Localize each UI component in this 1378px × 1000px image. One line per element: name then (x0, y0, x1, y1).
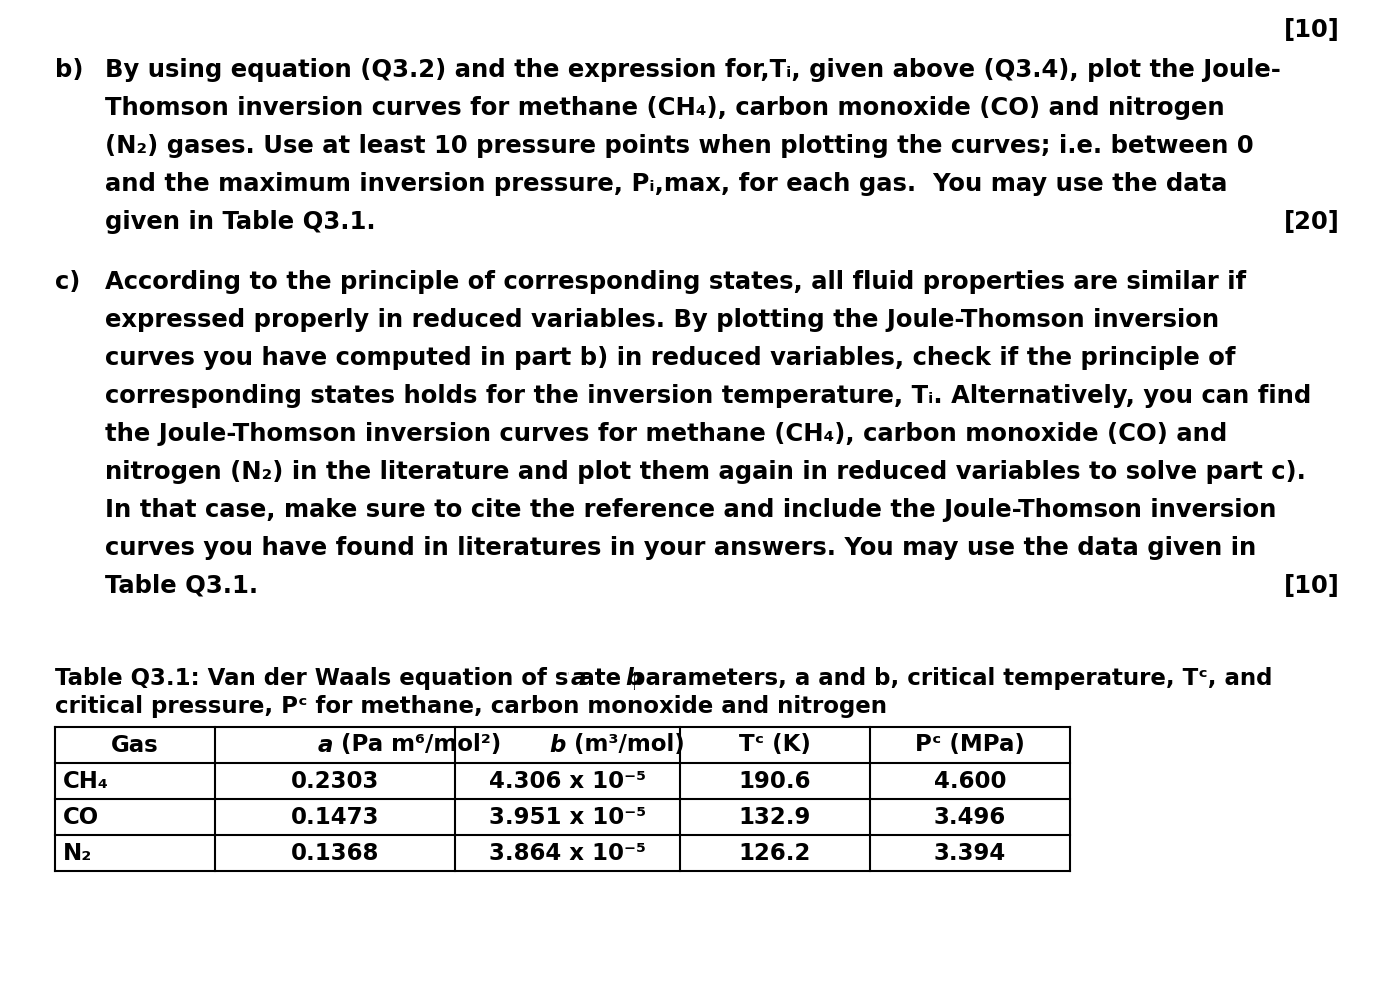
Text: (m³/mol): (m³/mol) (565, 734, 685, 756)
Text: 3.951 x 10⁻⁵: 3.951 x 10⁻⁵ (489, 806, 646, 828)
Text: Thomson inversion curves for methane (CH₄), carbon monoxide (CO) and nitrogen: Thomson inversion curves for methane (CH… (105, 96, 1225, 120)
Text: [20]: [20] (1284, 210, 1339, 234)
Text: By using equation (Q3.2) and the expression for,Tᵢ, given above (Q3.4), plot the: By using equation (Q3.2) and the express… (105, 58, 1282, 82)
Text: 3.864 x 10⁻⁵: 3.864 x 10⁻⁵ (489, 842, 646, 864)
Text: a: a (317, 734, 333, 756)
Text: critical pressure, Pᶜ for methane, carbon monoxide and nitrogen: critical pressure, Pᶜ for methane, carbo… (55, 695, 887, 718)
Text: Table Q3.1: Van der Waals equation of state parameters, a and b, critical temper: Table Q3.1: Van der Waals equation of st… (55, 667, 1272, 690)
Text: [10]: [10] (1284, 18, 1339, 42)
Bar (569, 667, 579, 689)
Text: 190.6: 190.6 (739, 770, 812, 792)
Text: the Joule-Thomson inversion curves for methane (CH₄), carbon monoxide (CO) and: the Joule-Thomson inversion curves for m… (105, 422, 1228, 446)
Text: corresponding states holds for the inversion temperature, Tᵢ. Alternatively, you: corresponding states holds for the inver… (105, 384, 1312, 408)
Text: c): c) (55, 270, 80, 294)
Text: and the maximum inversion pressure, Pᵢ,max, for each gas.  You may use the data: and the maximum inversion pressure, Pᵢ,m… (105, 172, 1228, 196)
Text: CH₄: CH₄ (63, 770, 109, 792)
Text: 0.1368: 0.1368 (291, 842, 379, 864)
Text: 3.394: 3.394 (934, 842, 1006, 864)
Text: 132.9: 132.9 (739, 806, 812, 828)
Text: According to the principle of corresponding states, all fluid properties are sim: According to the principle of correspond… (105, 270, 1246, 294)
Text: (N₂) gases. Use at least 10 pressure points when plotting the curves; i.e. betwe: (N₂) gases. Use at least 10 pressure poi… (105, 134, 1254, 158)
Text: nitrogen (N₂) in the literature and plot them again in reduced variables to solv: nitrogen (N₂) in the literature and plot… (105, 460, 1306, 484)
Text: Pᶜ (MPa): Pᶜ (MPa) (915, 734, 1025, 756)
Text: curves you have found in literatures in your answers. You may use the data given: curves you have found in literatures in … (105, 536, 1257, 560)
Bar (624, 667, 634, 689)
Text: b: b (626, 667, 642, 690)
Text: expressed properly in reduced variables. By plotting the Joule-Thomson inversion: expressed properly in reduced variables.… (105, 308, 1220, 332)
Text: curves you have computed in part b) in reduced variables, check if the principle: curves you have computed in part b) in r… (105, 346, 1236, 370)
Text: 0.1473: 0.1473 (291, 806, 379, 828)
Text: 4.600: 4.600 (934, 770, 1006, 792)
Text: N₂: N₂ (63, 842, 92, 864)
Text: [10]: [10] (1284, 574, 1339, 598)
Text: 3.496: 3.496 (934, 806, 1006, 828)
Text: Gas: Gas (112, 734, 158, 756)
Text: 0.2303: 0.2303 (291, 770, 379, 792)
Text: Table Q3.1.: Table Q3.1. (105, 574, 258, 598)
Text: (Pa m⁶/mol²): (Pa m⁶/mol²) (333, 734, 502, 756)
Text: Tᶜ (K): Tᶜ (K) (739, 734, 810, 756)
Text: b): b) (55, 58, 84, 82)
Text: 126.2: 126.2 (739, 842, 812, 864)
Text: CO: CO (63, 806, 99, 828)
Text: 4.306 x 10⁻⁵: 4.306 x 10⁻⁵ (489, 770, 646, 792)
Text: a: a (570, 667, 586, 690)
Text: In that case, make sure to cite the reference and include the Joule-Thomson inve: In that case, make sure to cite the refe… (105, 498, 1276, 522)
Text: given in Table Q3.1.: given in Table Q3.1. (105, 210, 376, 234)
Text: b: b (548, 734, 565, 756)
